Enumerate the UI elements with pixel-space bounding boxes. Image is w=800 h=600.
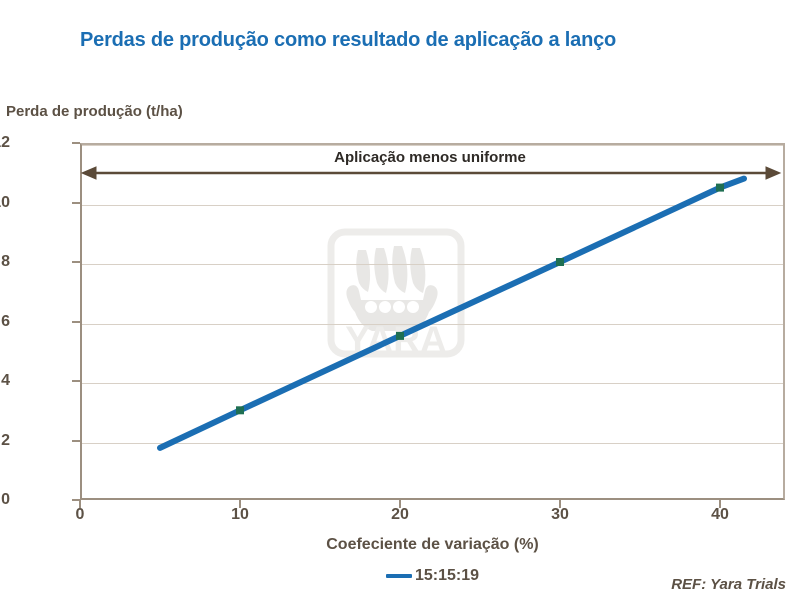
gridline-8: [82, 264, 783, 265]
y-tick-label-10: 10: [0, 193, 10, 211]
chart-title: Perdas de produção como resultado de apl…: [80, 29, 617, 51]
y-tick-mark-2: [72, 439, 80, 442]
y-tick-label-12: 12: [0, 134, 10, 151]
y-tick-mark-10: [72, 201, 80, 204]
y-tick-mark-6: [72, 320, 80, 323]
x-tick-mark-40: [719, 500, 721, 508]
y-tick-mark-8: [72, 261, 80, 263]
legend-item-15-15-19[interactable]: 15:15:19: [385, 567, 480, 585]
y-tick-label-0: 0: [1, 491, 10, 508]
x-tick-mark-10: [239, 500, 241, 508]
x-tick-label-20: 20: [391, 506, 409, 523]
annotation-label: Aplicação menos uniforme: [280, 148, 580, 167]
x-tick-label-30: 30: [551, 506, 569, 523]
x-tick-mark-30: [559, 500, 561, 508]
plot-area: [80, 143, 785, 500]
y-tick-label-8: 8: [1, 253, 10, 270]
chart-legend: 15:15:19: [80, 565, 785, 585]
gridline-4: [82, 383, 783, 384]
gridline-10: [82, 204, 783, 206]
x-tick-label-0: 0: [75, 506, 85, 523]
x-tick-label-10: 10: [231, 506, 249, 523]
y-tick-label-2: 2: [1, 431, 10, 449]
x-axis-title: Coefeciente de variação (%): [326, 536, 539, 553]
y-tick-mark-0: [72, 499, 80, 501]
gridline-6: [82, 323, 783, 325]
y-tick-label-6: 6: [1, 312, 10, 330]
gridline-2: [82, 442, 783, 444]
x-tick-label-40: 40: [711, 506, 729, 523]
y-tick-mark-12: [72, 142, 80, 144]
legend-swatch-icon: [385, 574, 412, 578]
y-tick-mark-4: [72, 380, 80, 382]
legend-label: 15:15:19: [414, 567, 480, 584]
x-tick-mark-20: [399, 500, 401, 508]
y-tick-label-4: 4: [1, 372, 10, 389]
y-axis-title: Perda de produção (t/ha): [6, 103, 183, 120]
gridline-12: [82, 145, 783, 146]
x-tick-mark-0: [79, 500, 81, 508]
reference-note: REF: Yara Trials: [671, 576, 786, 593]
